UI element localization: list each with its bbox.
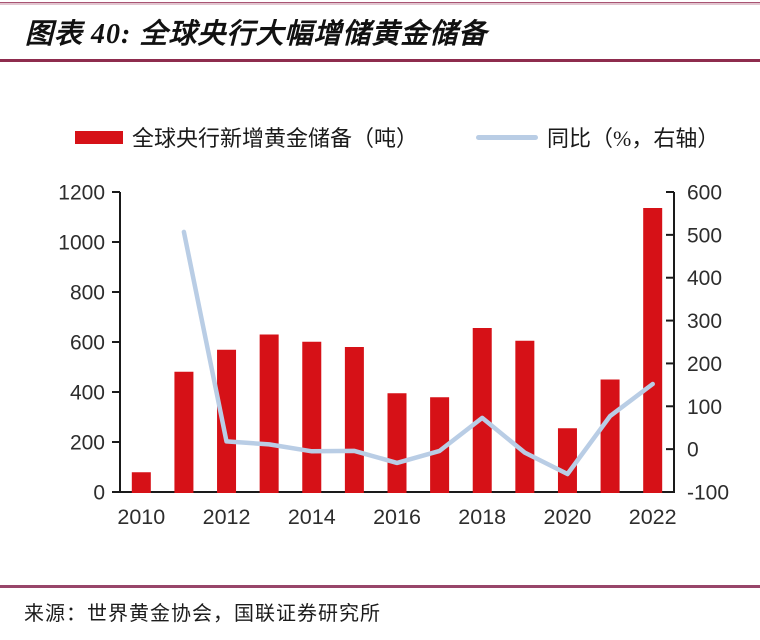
bar-2015 (344, 347, 364, 493)
top-divider (0, 2, 760, 5)
bar-2018 (472, 328, 492, 493)
bar-2010 (131, 472, 151, 493)
bar-2021 (600, 379, 620, 493)
left-axis-tick-label: 0 (93, 482, 105, 505)
bar-2013 (259, 334, 279, 493)
right-axis-tick-label: 600 (687, 182, 722, 205)
right-axis-tick-label: 200 (687, 353, 722, 376)
bar-2022 (643, 208, 663, 493)
bar-2016 (387, 393, 407, 493)
figure-title: 图表 40: 全球央行大幅增储黄金储备 (25, 19, 488, 50)
bar-series-swatch-icon (75, 130, 123, 144)
right-axis-tick-label: 300 (687, 310, 722, 333)
line-series-label: 同比（%，右轴） (547, 126, 720, 151)
legend-item-bars: 全球央行新增黄金储备（吨） (75, 121, 418, 153)
right-axis-tick-label: 0 (687, 439, 699, 462)
x-axis-label-2010: 2010 (117, 505, 165, 529)
title-divider (0, 59, 760, 62)
left-axis-tick-label: 1000 (58, 232, 105, 255)
bottom-divider (0, 585, 760, 588)
x-axis-label-2016: 2016 (373, 505, 421, 529)
legend-item-line: 同比（%，右轴） (476, 121, 719, 153)
yoy-line (181, 229, 655, 477)
bar-2012 (217, 349, 237, 493)
bar-2011 (174, 371, 194, 493)
left-axis-tick-label: 400 (70, 382, 105, 405)
bar-line-chart: 0 200 400 600 800 1000 1200 -100 0 100 200 300 400 50… (58, 182, 729, 530)
bar-2014 (302, 341, 322, 493)
left-axis-tick-label: 1200 (58, 182, 105, 205)
x-axis-label-2018: 2018 (458, 505, 506, 529)
x-axis-label-2012: 2012 (203, 505, 251, 529)
line-series-swatch-icon (476, 134, 539, 140)
x-axis-label-2020: 2020 (544, 505, 592, 529)
x-axis-label-2022: 2022 (629, 505, 677, 529)
x-axis-label-2014: 2014 (288, 505, 336, 529)
bar-2020 (557, 428, 577, 493)
right-axis-tick-label: 100 (687, 396, 722, 419)
source-note: 来源：世界黄金协会，国联证券研究所 (24, 603, 381, 625)
right-axis-tick-label: -100 (687, 482, 729, 505)
bar-series-label: 全球央行新增黄金储备（吨） (132, 126, 419, 151)
left-axis-tick-label: 200 (70, 432, 105, 455)
right-axis-tick-label: 500 (687, 224, 722, 247)
left-axis-tick-label: 600 (70, 332, 105, 355)
bar-2019 (515, 340, 535, 493)
bar-2017 (430, 397, 450, 493)
left-axis-tick-label: 800 (70, 282, 105, 305)
right-axis-tick-label: 400 (687, 267, 722, 290)
chart-legend: 全球央行新增黄金储备（吨） 同比（%，右轴） (0, 121, 760, 153)
